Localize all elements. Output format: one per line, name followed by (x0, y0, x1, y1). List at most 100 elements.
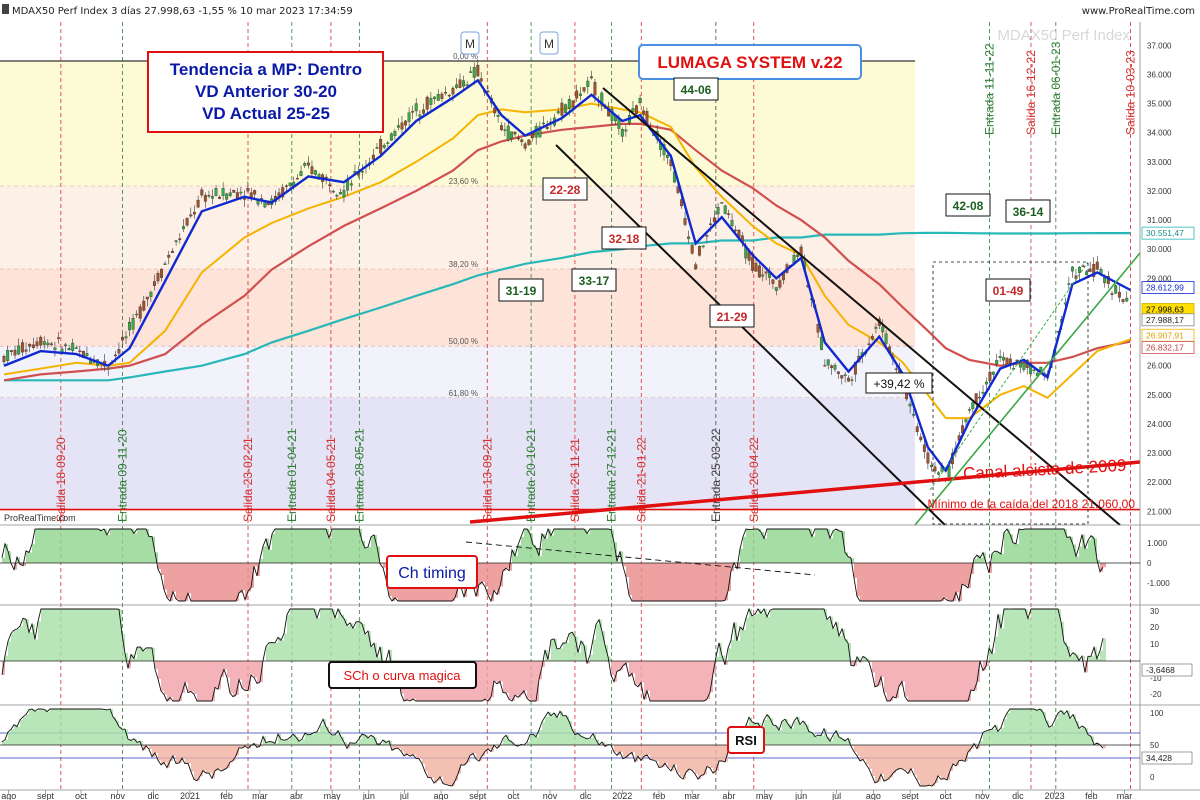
sch-oscillator-bar (806, 609, 809, 661)
x-tick: feb (220, 791, 233, 800)
candle-body (734, 229, 737, 232)
rsi-oscillator-bar (245, 745, 248, 746)
ch-timing-oscillator-bar (92, 529, 95, 563)
price-tick: 33.000 (1147, 158, 1172, 167)
ch-timing-oscillator-bar (848, 556, 851, 563)
ch-timing-oscillator-bar (308, 529, 311, 563)
ch-timing-oscillator-bar (638, 563, 641, 601)
candle-body (371, 154, 375, 160)
candle-body (635, 105, 638, 114)
candle-body (447, 94, 451, 97)
candle-body (193, 212, 196, 215)
ch-timing-oscillator-bar (842, 531, 845, 563)
ch-timing-oscillator-bar (932, 563, 935, 601)
rsi-oscillator-bar (1004, 718, 1007, 745)
candle-body (496, 115, 500, 117)
sch-oscillator-bar (122, 633, 125, 661)
candle-body (145, 296, 149, 300)
signal-label: Entrada 09-11-20 (115, 429, 129, 522)
rsi-oscillator-bar (167, 745, 170, 768)
sch-oscillator-bar (647, 661, 650, 691)
ch-timing-oscillator-bar (212, 563, 215, 601)
sch-oscillator-bar (170, 661, 173, 698)
candle-body (131, 318, 135, 330)
ch-timing-oscillator-bar (146, 529, 149, 563)
candle-body (1067, 283, 1071, 285)
ch-timing-oscillator-bar (941, 563, 944, 601)
rsi-oscillator-bar (680, 745, 683, 777)
sch-oscillator-bar (329, 609, 332, 661)
sch-oscillator-bar (236, 661, 239, 695)
ch-timing-oscillator-bar (827, 529, 830, 563)
rsi-oscillator-bar (179, 745, 182, 764)
sch-oscillator-bar (305, 609, 308, 661)
sch-oscillator-bar (1046, 609, 1049, 661)
sch-oscillator-bar (971, 661, 974, 691)
signal-label: Salida 23-02-21 (241, 437, 255, 522)
sch-oscillator-bar (815, 609, 818, 661)
rsi-oscillator-bar (260, 745, 263, 747)
rsi-oscillator-bar (293, 734, 296, 745)
ch-timing-oscillator-bar (200, 563, 203, 601)
sch-oscillator-bar (881, 661, 884, 677)
price-tick: 31.000 (1147, 216, 1172, 225)
price-tag-label: 30.551,47 (1146, 228, 1184, 238)
ch-timing-oscillator-bar (167, 563, 170, 598)
rsi-oscillator-bar (50, 709, 53, 745)
rsi-oscillator-bar (446, 745, 449, 785)
candle-body (694, 264, 698, 270)
ch-timing-oscillator-bar (497, 563, 500, 595)
candle-body (2, 356, 6, 363)
ch-timing-oscillator-bar (557, 529, 560, 563)
ch-timing-oscillator-bar (953, 563, 956, 601)
score-box (542, 177, 588, 201)
price-tag (1141, 313, 1195, 327)
ch-timing-oscillator-bar (608, 529, 611, 563)
candle-body (503, 129, 507, 131)
rsi-oscillator-bar (185, 745, 188, 764)
rsi-oscillator-bar (452, 745, 455, 786)
sch-oscillator-bar (983, 661, 986, 671)
x-tick: dic (1012, 791, 1024, 800)
ch-timing-oscillator-bar (230, 563, 233, 601)
candle-body (1070, 266, 1074, 272)
x-tick: mar (1117, 791, 1133, 800)
ch-timing-oscillator-bar (746, 529, 749, 563)
rsi-oscillator-bar (455, 745, 458, 781)
ch-timing-oscillator-bar (287, 529, 290, 563)
rsi-oscillator-bar (329, 732, 332, 745)
candle-body (823, 365, 827, 367)
sch-tick: 20 (1150, 623, 1159, 632)
sch-oscillator-bar (293, 609, 296, 661)
rsi-oscillator-bar (872, 745, 875, 776)
ch-timing-oscillator-bar (968, 563, 971, 588)
rsi-oscillator-bar (254, 743, 257, 745)
candle-body (284, 185, 288, 187)
x-tick: oct (507, 791, 520, 800)
sch-oscillator-bar (1064, 642, 1067, 661)
sch-oscillator-bar (572, 632, 575, 661)
signal-label: Salida 04-05-21 (324, 437, 338, 522)
candle-body (527, 139, 531, 145)
ch-timing-oscillator-bar (233, 563, 236, 601)
ch-timing-oscillator-bar (572, 529, 575, 563)
rsi-oscillator-bar (74, 709, 77, 745)
ch-timing-oscillator-bar (680, 563, 683, 601)
rsi-oscillator-bar (395, 745, 398, 749)
signal-label: Salida 18-09-20 (54, 437, 68, 522)
candle-body (754, 262, 758, 272)
rsi-oscillator-bar (503, 738, 506, 745)
rsi-tag-label: 34,428 (1146, 753, 1172, 763)
rsi-oscillator-bar (812, 732, 815, 745)
ch-timing-oscillator-bar (701, 563, 704, 601)
sch-oscillator-bar (65, 609, 68, 661)
sch-oscillator-bar (680, 661, 683, 701)
sch-oscillator-bar (110, 609, 113, 661)
ch-timing-oscillator-bar (1067, 537, 1070, 563)
candle-body (1114, 285, 1118, 294)
x-tick: nov (975, 791, 990, 800)
sch-oscillator-bar (605, 645, 608, 661)
ch-timing-oscillator-bar (488, 563, 491, 596)
ch-timing-oscillator-bar (239, 563, 242, 593)
sch-oscillator-bar (1040, 609, 1043, 661)
